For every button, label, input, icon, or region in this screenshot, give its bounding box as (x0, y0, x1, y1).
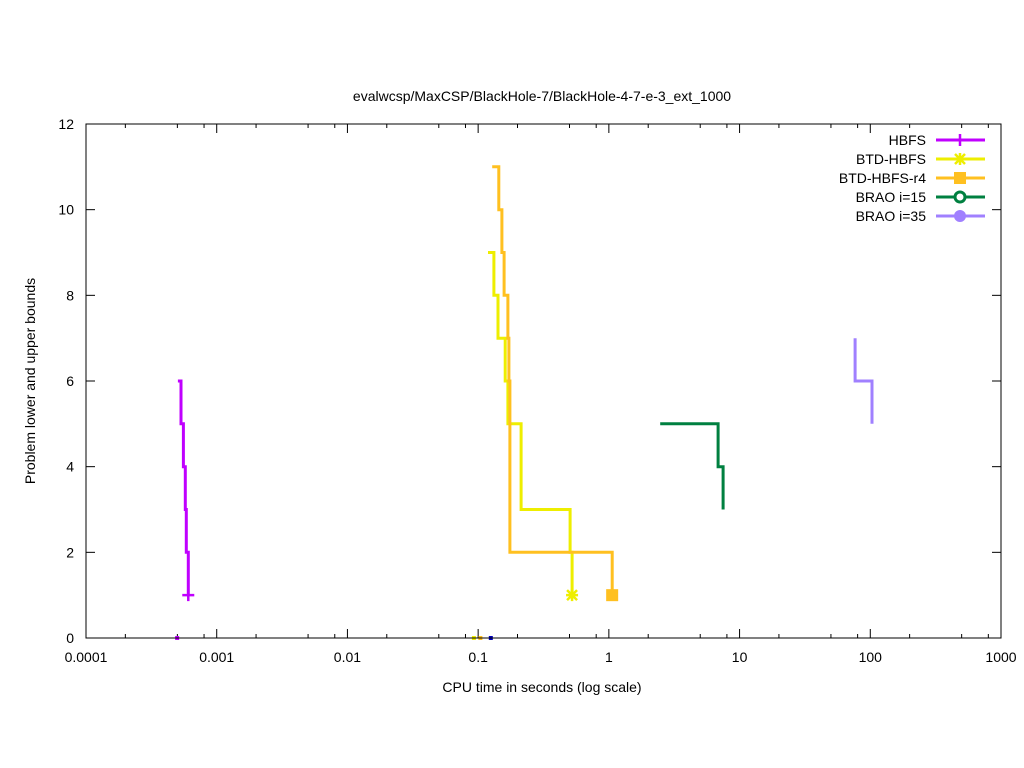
series-line (492, 165, 614, 596)
y-tick-label: 12 (58, 116, 74, 132)
x-axis-label: CPU time in seconds (log scale) (442, 679, 641, 695)
x-tick-label: 10 (732, 649, 748, 665)
legend-marker-icon (954, 134, 966, 146)
series-layer (175, 165, 874, 640)
y-tick-label: 6 (66, 373, 74, 389)
y-tick-label: 10 (58, 202, 74, 218)
legend-entry: HBFS (889, 132, 985, 148)
series-line (853, 338, 874, 424)
series-line (660, 422, 725, 510)
legend-label: HBFS (889, 132, 926, 148)
series-brao-i-35 (853, 338, 874, 424)
series-brao-i-15 (660, 422, 725, 510)
series-hbfs (175, 379, 195, 640)
y-tick-label: 4 (66, 459, 74, 475)
legend-label: BTD-HBFS (856, 151, 926, 167)
legend-label: BRAO i=15 (856, 189, 927, 205)
legend: HBFS BTD-HBFS BTD-HBFS-r4 BRAO i=15 BRAO i=3… (839, 132, 985, 224)
legend-marker-icon (954, 153, 966, 165)
data-point-marker (606, 589, 619, 602)
x-tick-label: 0.1 (468, 649, 488, 665)
x-tick-label: 1 (605, 649, 613, 665)
series-line (177, 379, 190, 596)
chart-title: evalwcsp/MaxCSP/BlackHole-7/BlackHole-4-… (353, 88, 731, 104)
legend-entry: BTD-HBFS-r4 (839, 170, 985, 186)
y-axis-label: Problem lower and upper bounds (22, 278, 38, 484)
legend-label: BTD-HBFS-r4 (839, 170, 926, 186)
x-tick-label: 0.0001 (65, 649, 108, 665)
legend-entry: BTD-HBFS (856, 151, 985, 167)
legend-entry: BRAO i=35 (856, 208, 985, 224)
y-tick-label: 2 (66, 544, 74, 560)
y-tick-label: 0 (66, 630, 74, 646)
series-btd-hbfs-r4 (478, 165, 619, 640)
legend-label: BRAO i=35 (856, 208, 927, 224)
series-btd-hbfs (471, 251, 579, 640)
data-point-marker (182, 589, 195, 602)
data-point-marker (566, 589, 579, 602)
y-tick-label: 8 (66, 287, 74, 303)
plot-frame (85, 123, 1002, 639)
legend-marker-icon (954, 210, 966, 222)
legend-marker-icon (953, 190, 967, 204)
x-tick-label: 1000 (985, 649, 1016, 665)
x-tick-label: 100 (859, 649, 883, 665)
legend-entry: BRAO i=15 (856, 189, 985, 205)
x-tick-label: 0.01 (334, 649, 361, 665)
series-line (488, 251, 574, 596)
axis-ticks: 0.0001 0.001 0.01 0.1 1 10 100 1000 0 2 4 6 8 10 12 (58, 116, 1016, 665)
x-tick-label: 0.001 (199, 649, 234, 665)
legend-marker-icon (954, 172, 966, 184)
